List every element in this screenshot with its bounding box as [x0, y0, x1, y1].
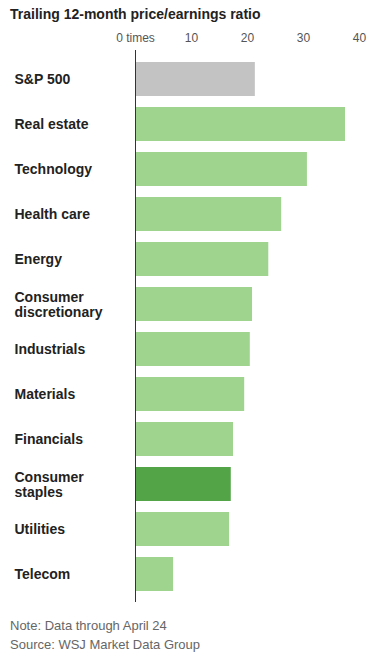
html-text:Source: WSJ Market Data Group: Source: WSJ Market Data Group [10, 637, 200, 652]
svg-text:Utilities: Utilities [15, 521, 66, 537]
svg-text:Real estate: Real estate [15, 116, 89, 132]
html-text:Trailing 12-month price/earnin: Trailing 12-month price/earnings ratio [10, 6, 261, 22]
svg-text:20: 20 [241, 31, 255, 45]
svg-text:S&P 500: S&P 500 [15, 71, 71, 87]
svg-text:Materials: Materials [15, 386, 76, 402]
svg-text:Health care: Health care [15, 206, 91, 222]
svg-text:Energy: Energy [15, 251, 63, 267]
svg-text:0 times: 0 times [116, 31, 155, 45]
svg-text:Telecom: Telecom [15, 566, 71, 582]
svg-text:Consumerstaples: Consumerstaples [15, 469, 85, 500]
svg-text:40: 40 [353, 31, 367, 45]
svg-text:Industrials: Industrials [15, 341, 86, 357]
svg-text:Consumerdiscretionary: Consumerdiscretionary [15, 289, 103, 320]
svg-text:Financials: Financials [15, 431, 84, 447]
html-text:Note: Data through April 24: Note: Data through April 24 [10, 618, 167, 633]
svg-text:30: 30 [297, 31, 311, 45]
svg-text:Technology: Technology [15, 161, 93, 177]
svg-text:10: 10 [185, 31, 199, 45]
